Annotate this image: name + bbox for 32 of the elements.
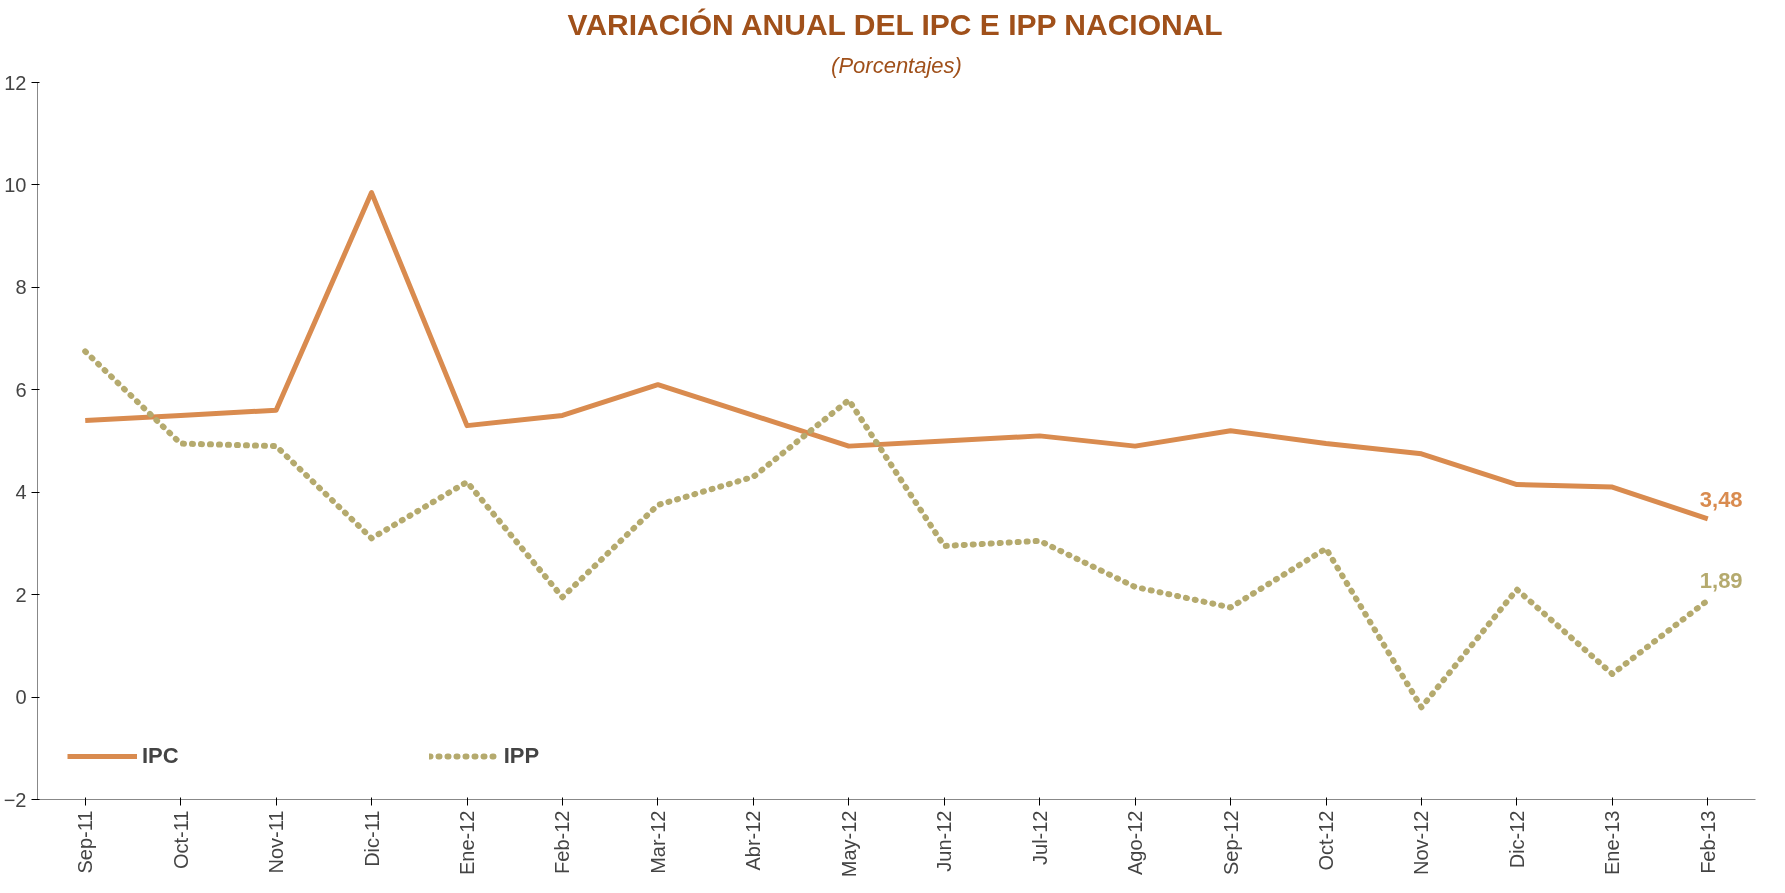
x-tick-label: Mar-12 (646, 810, 669, 874)
x-tick-label: Abr-12 (742, 810, 765, 871)
x-tick-label: Sep-12 (1219, 810, 1242, 875)
x-tick-label: Oct-11 (169, 810, 192, 870)
legend-label: IPC (142, 743, 179, 769)
y-tick-label: 0 (15, 686, 27, 709)
data-label: 3,48 (1699, 486, 1743, 512)
x-tick-label: Sep-11 (74, 810, 97, 874)
x-tick-label: Jun-12 (933, 810, 956, 872)
x-tick-label: Dic-11 (360, 810, 383, 867)
chart-subtitle: (Porcentajes) (831, 52, 962, 78)
x-tick-label: Ene-12 (456, 810, 478, 875)
x-tick-label: Oct-12 (1315, 810, 1337, 871)
x-tick-label: May-12 (837, 810, 860, 878)
y-tick-label: 6 (15, 378, 27, 401)
y-tick-label: 12 (4, 71, 27, 94)
y-tick-label: 8 (15, 276, 27, 299)
x-tick-label: Feb-12 (551, 810, 574, 874)
chart-title: VARIACIÓN ANUAL DEL IPC E IPP NACIONAL (567, 7, 1223, 41)
x-tick-label: Nov-11 (265, 810, 288, 874)
y-tick-label: 2 (15, 583, 27, 606)
legend-label: IPP (503, 743, 540, 769)
x-tick-label: Nov-12 (1410, 810, 1433, 875)
x-tick-label: Ene-13 (1601, 810, 1624, 875)
x-tick-label: Ago-12 (1124, 810, 1147, 875)
data-label: 1,89 (1699, 568, 1743, 594)
y-tick-label: 10 (4, 173, 27, 196)
y-tick-label: −2 (3, 788, 27, 811)
x-tick-label: Jul-12 (1028, 810, 1051, 865)
x-tick-label: Dic-12 (1505, 810, 1528, 869)
x-tick-label: Feb-13 (1696, 810, 1719, 874)
y-tick-label: 4 (15, 481, 27, 504)
